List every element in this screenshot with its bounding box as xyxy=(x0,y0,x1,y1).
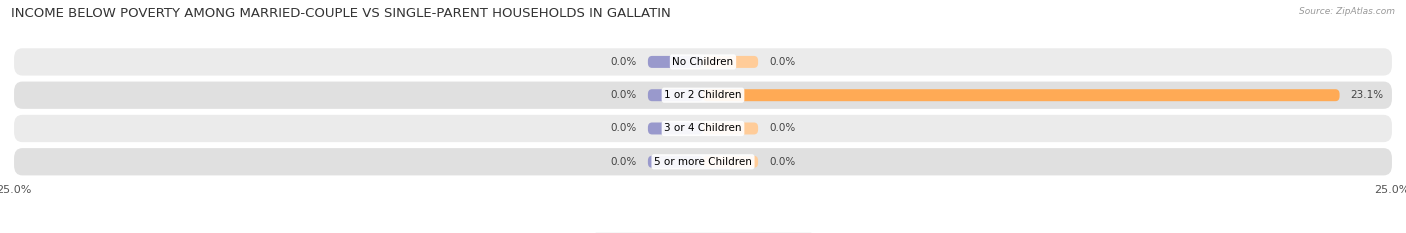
FancyBboxPatch shape xyxy=(703,123,758,134)
Text: 1 or 2 Children: 1 or 2 Children xyxy=(664,90,742,100)
Text: 0.0%: 0.0% xyxy=(610,90,637,100)
Text: 3 or 4 Children: 3 or 4 Children xyxy=(664,123,742,134)
Text: 0.0%: 0.0% xyxy=(610,57,637,67)
FancyBboxPatch shape xyxy=(648,89,703,101)
FancyBboxPatch shape xyxy=(14,115,1392,142)
Text: INCOME BELOW POVERTY AMONG MARRIED-COUPLE VS SINGLE-PARENT HOUSEHOLDS IN GALLATI: INCOME BELOW POVERTY AMONG MARRIED-COUPL… xyxy=(11,7,671,20)
FancyBboxPatch shape xyxy=(648,56,703,68)
FancyBboxPatch shape xyxy=(648,156,703,168)
FancyBboxPatch shape xyxy=(14,48,1392,75)
Text: 5 or more Children: 5 or more Children xyxy=(654,157,752,167)
Text: 0.0%: 0.0% xyxy=(769,57,796,67)
Text: No Children: No Children xyxy=(672,57,734,67)
Text: 0.0%: 0.0% xyxy=(610,123,637,134)
FancyBboxPatch shape xyxy=(703,156,758,168)
FancyBboxPatch shape xyxy=(703,56,758,68)
Text: 0.0%: 0.0% xyxy=(769,157,796,167)
Text: 0.0%: 0.0% xyxy=(769,123,796,134)
FancyBboxPatch shape xyxy=(14,82,1392,109)
FancyBboxPatch shape xyxy=(648,123,703,134)
Text: Source: ZipAtlas.com: Source: ZipAtlas.com xyxy=(1299,7,1395,16)
Text: 23.1%: 23.1% xyxy=(1351,90,1384,100)
Text: 0.0%: 0.0% xyxy=(610,157,637,167)
FancyBboxPatch shape xyxy=(703,89,1340,101)
FancyBboxPatch shape xyxy=(14,148,1392,175)
